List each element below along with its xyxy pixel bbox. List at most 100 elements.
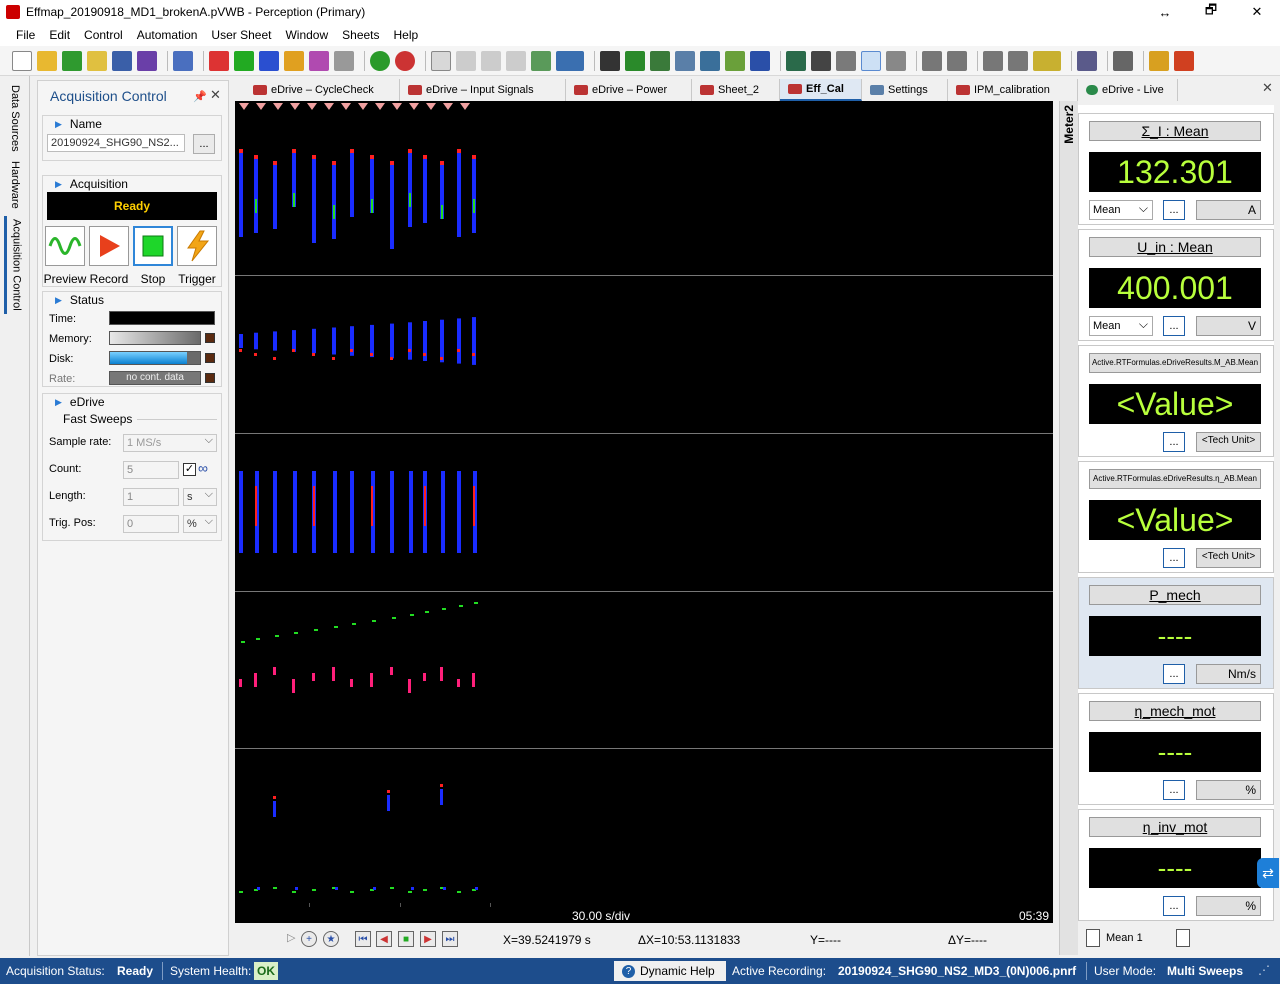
delete-icon[interactable] xyxy=(506,50,526,71)
reset-icon[interactable] xyxy=(395,50,415,71)
name-field[interactable]: 20190924_SHG90_NS2... xyxy=(47,134,185,152)
stop-playback-icon[interactable]: ■ xyxy=(398,931,414,947)
cursor-mode-icon[interactable] xyxy=(861,50,881,71)
label-icon[interactable] xyxy=(886,50,906,71)
trigger-icon[interactable] xyxy=(309,50,329,71)
stop-icon[interactable] xyxy=(234,50,254,71)
menu-sheets[interactable]: Sheets xyxy=(342,28,380,42)
new-icon[interactable] xyxy=(12,50,32,71)
meter-voltage-mean[interactable]: U_in : Mean 400.001 Mean ... V xyxy=(1078,229,1274,341)
workbench-icon[interactable] xyxy=(87,50,107,71)
meter-mode-select[interactable]: Mean xyxy=(1089,200,1153,220)
record-button[interactable] xyxy=(89,226,129,266)
menu-automation[interactable]: Automation xyxy=(136,28,198,42)
trig-pos-input[interactable]: 0 xyxy=(123,515,179,533)
bar-icon[interactable] xyxy=(750,50,770,71)
meter-current-mean[interactable]: Σ_I : Mean 132.301 Mean ... A xyxy=(1078,113,1274,225)
paste-icon[interactable] xyxy=(481,50,501,71)
notes-icon[interactable] xyxy=(431,50,451,71)
length-input[interactable]: 1 xyxy=(123,488,179,506)
alert-icon[interactable] xyxy=(1174,50,1194,71)
go-last-icon[interactable]: ⏭ xyxy=(442,931,458,947)
trigger-button[interactable] xyxy=(177,226,217,266)
menu-file[interactable]: File xyxy=(16,28,36,42)
record-icon[interactable] xyxy=(209,50,229,71)
meter-panel-strip[interactable]: Meter2 xyxy=(1059,101,1078,955)
tab-sheet-2[interactable]: Sheet_2 xyxy=(692,79,780,101)
expand-icon[interactable] xyxy=(983,50,1003,71)
name-browse-button[interactable]: ... xyxy=(193,134,215,154)
meter-p-mech[interactable]: P_mech ---- ... Nm/s xyxy=(1078,577,1274,689)
copy-icon[interactable] xyxy=(456,50,476,71)
table-icon[interactable] xyxy=(700,50,720,71)
tab-edrive-live[interactable]: eDrive - Live xyxy=(1078,79,1178,101)
count-infinite-checkbox[interactable]: ✓ xyxy=(183,463,196,476)
meter-settings-button[interactable]: ... xyxy=(1163,548,1185,568)
meter-eta-inv-mot[interactable]: η_inv_mot ---- ... % xyxy=(1078,809,1274,921)
close-tab-icon[interactable]: ✕ xyxy=(1262,80,1273,95)
meter-mode-select[interactable]: Mean xyxy=(1089,316,1153,336)
tab-hardware[interactable]: Hardware xyxy=(4,158,26,212)
sheet-icon[interactable] xyxy=(531,50,551,71)
acquisition-header[interactable]: ▶ Acquisition xyxy=(43,176,221,192)
scroll-right-icon[interactable]: ▷ xyxy=(287,932,296,944)
pin-icon[interactable]: 📌 xyxy=(193,91,207,103)
close-icon[interactable]: ✕ xyxy=(210,87,221,102)
tab-ipm-calibration[interactable]: IPM_calibration xyxy=(948,79,1078,101)
display-icon[interactable] xyxy=(600,50,620,71)
step-forward-icon[interactable]: ▶ xyxy=(420,931,436,947)
tab-data-sources[interactable]: Data Sources xyxy=(4,82,26,154)
restore-size-button[interactable]: ↔ xyxy=(1158,4,1172,20)
edrive-header[interactable]: ▶ eDrive xyxy=(43,394,221,410)
tab-edrive-power[interactable]: eDrive – Power xyxy=(566,79,692,101)
meter-settings-button[interactable]: ... xyxy=(1163,896,1185,916)
meter-torque-mean[interactable]: Active.RTFormulas.eDriveResults.M_AB.Mea… xyxy=(1078,345,1274,457)
maximize-button[interactable]: 🗗 xyxy=(1204,2,1218,17)
trig-pos-unit-select[interactable]: % xyxy=(183,515,217,533)
calculator-icon[interactable] xyxy=(1077,50,1097,71)
meter-eta-mech-mot[interactable]: η_mech_mot ---- ... % xyxy=(1078,693,1274,805)
remote-support-icon[interactable]: ⇄ xyxy=(1257,858,1279,888)
sample-rate-select[interactable]: 1 MS/s xyxy=(123,434,217,452)
fit-icon[interactable] xyxy=(1008,50,1028,71)
meter-settings-button[interactable]: ... xyxy=(1163,316,1185,336)
name-header[interactable]: ▶ Name xyxy=(43,116,221,132)
waveform-display[interactable]: 30.00 s/div 05:39 xyxy=(235,101,1053,923)
open-icon[interactable] xyxy=(37,50,57,71)
dynamic-help-button[interactable]: ? Dynamic Help xyxy=(614,961,726,981)
meter-efficiency-mean[interactable]: Active.RTFormulas.eDriveResults.η_AB.Mea… xyxy=(1078,461,1274,573)
link-icon[interactable] xyxy=(947,50,967,71)
save-as-icon[interactable] xyxy=(137,50,157,71)
tab-eff-cal[interactable]: Eff_Cal xyxy=(780,79,862,101)
tab-edrive-input-signals[interactable]: eDrive – Input Signals xyxy=(400,79,566,101)
menu-window[interactable]: Window xyxy=(285,28,329,42)
grid-icon[interactable] xyxy=(786,50,806,71)
stop-button[interactable] xyxy=(133,226,173,266)
cursor-icon[interactable] xyxy=(836,50,856,71)
zoom-fit-icon[interactable]: ★ xyxy=(323,931,339,947)
marker-icon[interactable] xyxy=(1033,50,1061,71)
chart-icon[interactable] xyxy=(650,50,670,71)
status-header[interactable]: ▶ Status xyxy=(43,292,221,308)
tab-settings[interactable]: Settings xyxy=(862,79,948,101)
layout-icon[interactable] xyxy=(556,50,584,71)
tab-edrive-cyclecheck[interactable]: eDrive – CycleCheck xyxy=(245,79,400,101)
meter-settings-button[interactable]: ... xyxy=(1163,200,1185,220)
zoom-in-icon[interactable]: + xyxy=(301,931,317,947)
meter-settings-button[interactable]: ... xyxy=(1163,780,1185,800)
microphone-icon[interactable] xyxy=(334,50,354,71)
options-icon[interactable] xyxy=(1149,50,1169,71)
start-icon[interactable] xyxy=(370,50,390,71)
print-icon[interactable] xyxy=(1113,50,1133,71)
zoom-icon[interactable] xyxy=(811,50,831,71)
preview-button[interactable] xyxy=(45,226,85,266)
menu-edit[interactable]: Edit xyxy=(49,28,71,42)
tab-acquisition-control[interactable]: Acquisition Control xyxy=(4,216,26,314)
step-back-icon[interactable]: ◀ xyxy=(376,931,392,947)
meter-settings-button[interactable]: ... xyxy=(1163,664,1185,684)
open-recent-icon[interactable] xyxy=(62,50,82,71)
meter-sheet-tab[interactable]: Mean 1 xyxy=(1106,932,1143,944)
save-icon[interactable] xyxy=(112,50,132,71)
export-icon[interactable] xyxy=(173,50,193,71)
menu-user-sheet[interactable]: User Sheet xyxy=(211,28,272,42)
